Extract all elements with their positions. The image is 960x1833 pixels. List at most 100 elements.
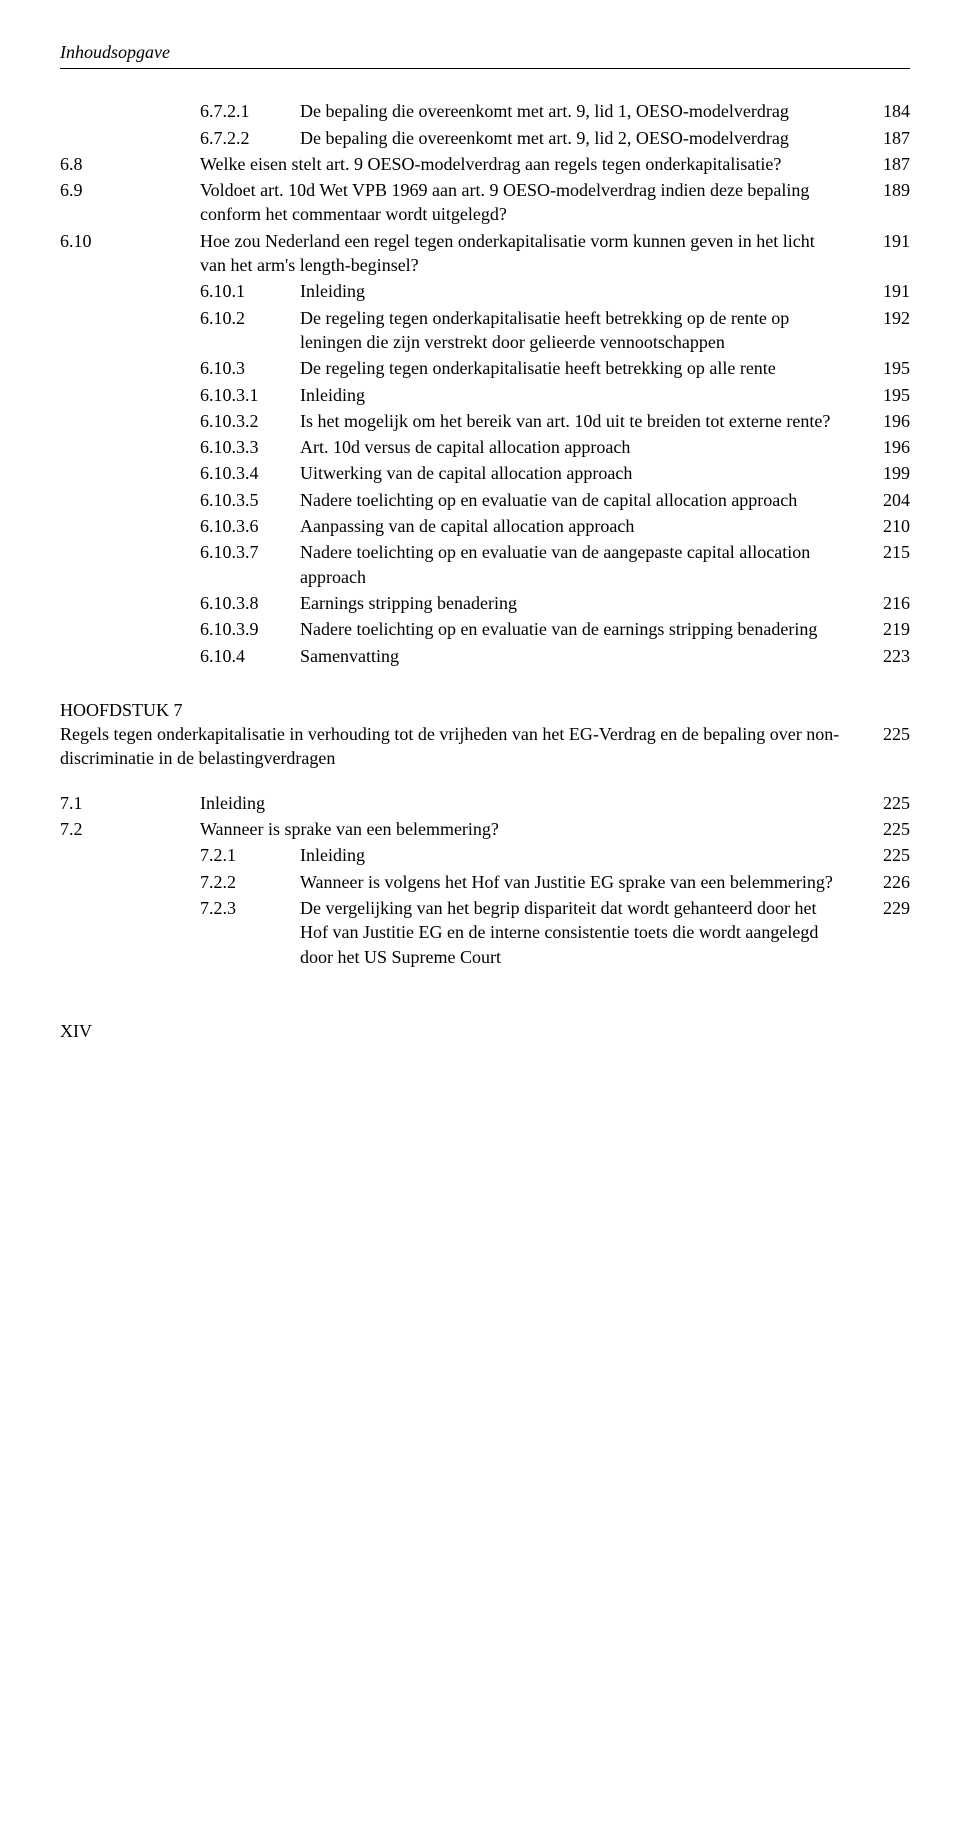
toc-entry: 7.1 Inleiding 225 [60,791,910,815]
entry-text: Samenvatting [300,644,860,668]
toc-entry: 6.10.4 Samenvatting 223 [60,644,910,668]
chapter-page: 225 [860,722,910,746]
toc-entry: 6.7.2.1 De bepaling die overeenkomt met … [60,99,910,123]
toc-entry: 6.10.3.6 Aanpassing van de capital alloc… [60,514,910,538]
entry-text: De bepaling die overeenkomt met art. 9, … [300,126,860,150]
entry-number: 7.2.2 [200,870,300,894]
entry-text: Hoe zou Nederland een regel tegen onderk… [200,229,860,278]
entry-page: 191 [860,279,910,303]
toc-entry: 7.2.1 Inleiding 225 [60,843,910,867]
toc-entry: 6.10.3.3 Art. 10d versus de capital allo… [60,435,910,459]
entry-page: 187 [860,152,910,176]
entry-text: Nadere toelichting op en evaluatie van d… [300,488,860,512]
entry-number: 6.10.3.8 [200,591,300,615]
entry-page: 195 [860,383,910,407]
page-footer-number: XIV [60,1019,910,1043]
entry-page: 223 [860,644,910,668]
entry-page: 189 [860,178,910,202]
entry-number: 7.2.1 [200,843,300,867]
entry-number: 6.10.3.5 [200,488,300,512]
toc-entry: 6.7.2.2 De bepaling die overeenkomt met … [60,126,910,150]
chapter-7-heading: HOOFDSTUK 7 Regels tegen onderkapitalisa… [60,698,910,771]
entry-text: Voldoet art. 10d Wet VPB 1969 aan art. 9… [200,178,860,227]
entry-page: 215 [860,540,910,564]
entry-number: 7.2 [60,817,130,841]
entry-number: 6.10.3.7 [200,540,300,564]
toc-entry: 6.10.3.8 Earnings stripping benadering 2… [60,591,910,615]
toc-entry: 6.10.3.7 Nadere toelichting op en evalua… [60,540,910,589]
toc-entry: 6.10 Hoe zou Nederland een regel tegen o… [60,229,910,278]
entry-page: 199 [860,461,910,485]
entry-page: 225 [860,791,910,815]
entry-text: De regeling tegen onderkapitalisatie hee… [300,356,860,380]
toc-section-6: 6.7.2.1 De bepaling die overeenkomt met … [60,99,910,668]
toc-entry: 7.2.3 De vergelijking van het begrip dis… [60,896,910,969]
entry-number: 6.10.3.1 [200,383,300,407]
entry-text: De bepaling die overeenkomt met art. 9, … [300,99,860,123]
entry-page: 210 [860,514,910,538]
entry-page: 191 [860,229,910,253]
entry-text: Inleiding [200,791,860,815]
entry-number: 6.10.2 [200,306,300,330]
entry-text: Aanpassing van de capital allocation app… [300,514,860,538]
entry-number: 6.10.3.6 [200,514,300,538]
entry-text: Earnings stripping benadering [300,591,860,615]
page-header-title: Inhoudsopgave [60,40,910,69]
entry-page: 192 [860,306,910,330]
entry-page: 226 [860,870,910,894]
entry-text: Welke eisen stelt art. 9 OESO-modelverdr… [200,152,860,176]
entry-page: 225 [860,843,910,867]
entry-number: 6.7.2.2 [200,126,300,150]
chapter-title: Regels tegen onderkapitalisatie in verho… [60,722,860,771]
entry-number: 6.10.4 [200,644,300,668]
entry-text: Art. 10d versus de capital allocation ap… [300,435,860,459]
toc-entry: 6.10.3.1 Inleiding 195 [60,383,910,407]
toc-entry: 6.9 Voldoet art. 10d Wet VPB 1969 aan ar… [60,178,910,227]
entry-text: Is het mogelijk om het bereik van art. 1… [300,409,860,433]
toc-entry: 6.10.3 De regeling tegen onderkapitalisa… [60,356,910,380]
toc-entry: 7.2.2 Wanneer is volgens het Hof van Jus… [60,870,910,894]
toc-entry: 7.2 Wanneer is sprake van een belemmerin… [60,817,910,841]
toc-entry: 6.10.3.4 Uitwerking van de capital alloc… [60,461,910,485]
toc-entry: 6.10.3.2 Is het mogelijk om het bereik v… [60,409,910,433]
entry-text: Nadere toelichting op en evaluatie van d… [300,540,860,589]
entry-number: 6.10.3.2 [200,409,300,433]
entry-number: 6.10 [60,229,130,253]
toc-entry: 6.10.2 De regeling tegen onderkapitalisa… [60,306,910,355]
entry-page: 187 [860,126,910,150]
entry-text: Wanneer is volgens het Hof van Justitie … [300,870,860,894]
entry-text: Inleiding [300,843,860,867]
entry-page: 229 [860,896,910,920]
entry-text: De vergelijking van het begrip disparite… [300,896,860,969]
entry-page: 216 [860,591,910,615]
entry-number: 6.7.2.1 [200,99,300,123]
toc-entry: 6.10.3.5 Nadere toelichting op en evalua… [60,488,910,512]
toc-entry: 6.10.3.9 Nadere toelichting op en evalua… [60,617,910,641]
entry-number: 7.1 [60,791,130,815]
entry-page: 196 [860,435,910,459]
entry-text: Inleiding [300,279,860,303]
entry-number: 6.10.3 [200,356,300,380]
entry-number: 6.10.3.4 [200,461,300,485]
entry-text: Inleiding [300,383,860,407]
entry-number: 6.10.1 [200,279,300,303]
entry-number: 6.9 [60,178,130,202]
chapter-label: HOOFDSTUK 7 [60,698,910,722]
toc-section-7: 7.1 Inleiding 225 7.2 Wanneer is sprake … [60,791,910,969]
toc-entry: 6.8 Welke eisen stelt art. 9 OESO-modelv… [60,152,910,176]
entry-page: 219 [860,617,910,641]
entry-number: 6.10.3.3 [200,435,300,459]
entry-text: De regeling tegen onderkapitalisatie hee… [300,306,860,355]
entry-number: 7.2.3 [200,896,300,920]
toc-entry: 6.10.1 Inleiding 191 [60,279,910,303]
entry-page: 204 [860,488,910,512]
entry-text: Uitwerking van de capital allocation app… [300,461,860,485]
entry-page: 195 [860,356,910,380]
entry-text: Nadere toelichting op en evaluatie van d… [300,617,860,641]
entry-page: 196 [860,409,910,433]
entry-number: 6.8 [60,152,130,176]
entry-page: 184 [860,99,910,123]
entry-number: 6.10.3.9 [200,617,300,641]
entry-text: Wanneer is sprake van een belemmering? [200,817,860,841]
entry-page: 225 [860,817,910,841]
